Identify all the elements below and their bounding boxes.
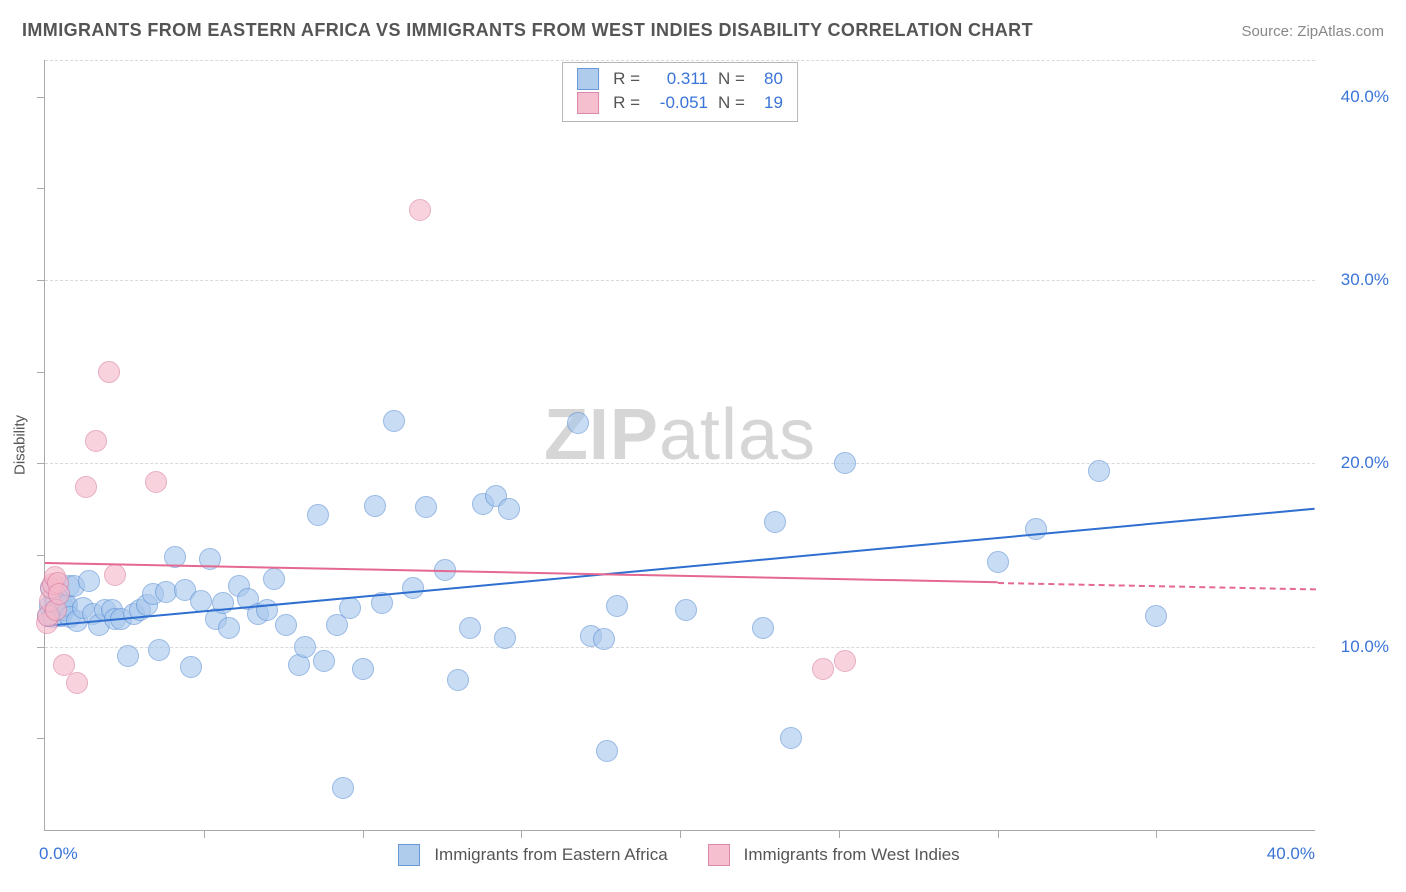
- data-point: [447, 669, 469, 691]
- data-point: [459, 617, 481, 639]
- x-tick: [680, 830, 681, 838]
- n-label: N =: [718, 67, 745, 91]
- y-tick-label: 20.0%: [1341, 453, 1389, 473]
- y-tick: [37, 97, 45, 98]
- gridline: [45, 463, 1315, 464]
- data-point: [383, 410, 405, 432]
- n-value-series-b: 19: [755, 91, 783, 115]
- stats-box: R = 0.311 N = 80 R = -0.051 N = 19: [562, 62, 798, 122]
- data-point: [117, 645, 139, 667]
- data-point: [145, 471, 167, 493]
- x-tick: [1156, 830, 1157, 838]
- data-point: [1088, 460, 1110, 482]
- x-tick: [998, 830, 999, 838]
- data-point: [409, 199, 431, 221]
- data-point: [218, 617, 240, 639]
- data-point: [104, 564, 126, 586]
- data-point: [275, 614, 297, 636]
- y-tick: [37, 647, 45, 648]
- data-point: [834, 452, 856, 474]
- stats-row-series-a: R = 0.311 N = 80: [577, 67, 783, 91]
- swatch-series-a: [577, 68, 599, 90]
- legend-bottom: Immigrants from Eastern Africa Immigrant…: [44, 844, 1314, 866]
- data-point: [498, 498, 520, 520]
- data-point: [339, 597, 361, 619]
- data-point: [1145, 605, 1167, 627]
- r-label: R =: [613, 67, 640, 91]
- y-tick: [37, 555, 45, 556]
- legend-label-series-b: Immigrants from West Indies: [744, 845, 960, 865]
- y-tick: [37, 738, 45, 739]
- data-point: [98, 361, 120, 383]
- data-point: [567, 412, 589, 434]
- data-point: [85, 430, 107, 452]
- legend-item-series-b: Immigrants from West Indies: [708, 844, 960, 866]
- data-point: [256, 599, 278, 621]
- data-point: [48, 583, 70, 605]
- plot-container: Disability ZIPatlas R = 0.311 N = 80 R =…: [44, 60, 1314, 830]
- legend-item-series-a: Immigrants from Eastern Africa: [398, 844, 667, 866]
- y-tick-label: 30.0%: [1341, 270, 1389, 290]
- stats-row-series-b: R = -0.051 N = 19: [577, 91, 783, 115]
- y-tick-label: 10.0%: [1341, 637, 1389, 657]
- data-point: [494, 627, 516, 649]
- data-point: [812, 658, 834, 680]
- data-point: [66, 672, 88, 694]
- data-point: [78, 570, 100, 592]
- legend-swatch-series-b: [708, 844, 730, 866]
- data-point: [764, 511, 786, 533]
- data-point: [332, 777, 354, 799]
- data-point: [402, 577, 424, 599]
- data-point: [313, 650, 335, 672]
- source-attribution: Source: ZipAtlas.com: [1241, 23, 1384, 40]
- data-point: [987, 551, 1009, 573]
- data-point: [190, 590, 212, 612]
- data-point: [606, 595, 628, 617]
- y-tick: [37, 463, 45, 464]
- data-point: [294, 636, 316, 658]
- y-tick: [37, 188, 45, 189]
- data-point: [780, 727, 802, 749]
- r-value-series-b: -0.051: [650, 91, 708, 115]
- x-tick: [521, 830, 522, 838]
- data-point: [352, 658, 374, 680]
- legend-label-series-a: Immigrants from Eastern Africa: [434, 845, 667, 865]
- data-point: [364, 495, 386, 517]
- trend-line: [997, 582, 1315, 590]
- data-point: [263, 568, 285, 590]
- chart-title: IMMIGRANTS FROM EASTERN AFRICA VS IMMIGR…: [22, 20, 1033, 41]
- r-label: R =: [613, 91, 640, 115]
- y-tick-label: 40.0%: [1341, 87, 1389, 107]
- data-point: [675, 599, 697, 621]
- data-point: [834, 650, 856, 672]
- gridline: [45, 647, 1315, 648]
- y-axis-label: Disability: [12, 415, 29, 475]
- n-value-series-a: 80: [755, 67, 783, 91]
- x-tick: [839, 830, 840, 838]
- data-point: [593, 628, 615, 650]
- data-point: [415, 496, 437, 518]
- x-tick: [363, 830, 364, 838]
- x-tick: [204, 830, 205, 838]
- data-point: [75, 476, 97, 498]
- legend-swatch-series-a: [398, 844, 420, 866]
- swatch-series-b: [577, 92, 599, 114]
- y-tick: [37, 372, 45, 373]
- r-value-series-a: 0.311: [650, 67, 708, 91]
- data-point: [596, 740, 618, 762]
- gridline: [45, 60, 1315, 61]
- plot-area: ZIPatlas R = 0.311 N = 80 R = -0.051 N =…: [44, 60, 1315, 831]
- data-point: [180, 656, 202, 678]
- n-label: N =: [718, 91, 745, 115]
- y-tick: [37, 280, 45, 281]
- gridline: [45, 280, 1315, 281]
- data-point: [752, 617, 774, 639]
- data-point: [1025, 518, 1047, 540]
- data-point: [307, 504, 329, 526]
- data-point: [148, 639, 170, 661]
